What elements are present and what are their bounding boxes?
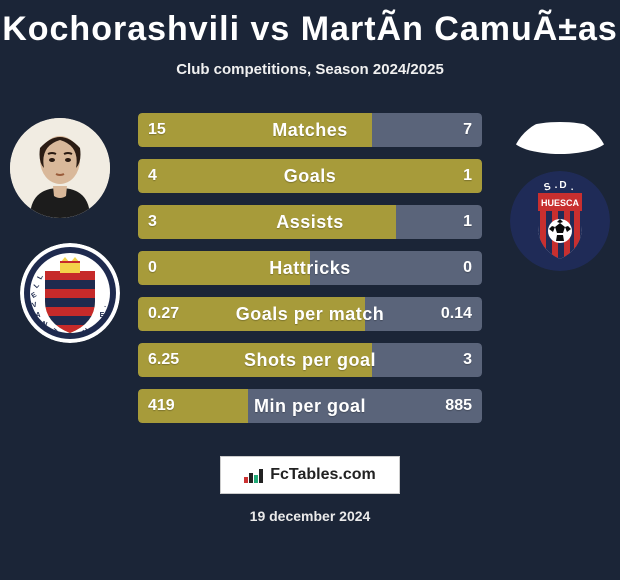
stat-label: Hattricks	[138, 251, 482, 285]
stat-row: 0 Hattricks 0	[138, 251, 482, 285]
stat-right-value: 3	[453, 343, 482, 377]
stat-label: Assists	[138, 205, 482, 239]
stat-row: 4 Goals 1	[138, 159, 482, 193]
player-photo-left	[10, 118, 110, 218]
footer-logo-text: FcTables.com	[270, 466, 376, 484]
comparison-bars: 15 Matches 7 4 Goals 1 3 Assists 1 0 Hat…	[138, 113, 482, 435]
svg-text:HUESCA: HUESCA	[541, 198, 580, 208]
stat-row: 3 Assists 1	[138, 205, 482, 239]
stat-row: 419 Min per goal 885	[138, 389, 482, 423]
stat-right-value: 1	[453, 159, 482, 193]
stat-label: Min per goal	[138, 389, 482, 423]
club-badge-right: HUESCA S . D .	[510, 171, 610, 271]
stat-row: 0.27 Goals per match 0.14	[138, 297, 482, 331]
svg-text:D: D	[559, 180, 566, 191]
comparison-content: L L E V A N T U . E . HUESCA	[0, 108, 620, 438]
footer-date: 19 december 2024	[0, 508, 620, 524]
stat-right-value: 885	[435, 389, 482, 423]
stat-row: 15 Matches 7	[138, 113, 482, 147]
svg-text:.: .	[555, 180, 558, 191]
stat-row: 6.25 Shots per goal 3	[138, 343, 482, 377]
club-badge-left: L L E V A N T U . E .	[20, 243, 120, 343]
stat-right-value: 1	[453, 205, 482, 239]
page-subtitle: Club competitions, Season 2024/2025	[0, 61, 620, 78]
stat-right-value: 7	[453, 113, 482, 147]
stat-label: Goals	[138, 159, 482, 193]
fctables-logo[interactable]: FcTables.com	[220, 456, 400, 494]
page-title: Kochorashvili vs MartÃ­n CamuÃ±as	[0, 0, 620, 49]
svg-text:A: A	[35, 312, 40, 319]
svg-text:E: E	[100, 312, 105, 319]
bar-chart-icon	[244, 467, 264, 483]
stat-right-value: 0	[453, 251, 482, 285]
stat-label: Matches	[138, 113, 482, 147]
stat-right-value: 0.14	[431, 297, 482, 331]
stat-label: Shots per goal	[138, 343, 482, 377]
